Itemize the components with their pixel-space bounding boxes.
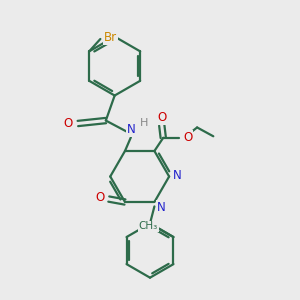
Text: N: N xyxy=(173,169,182,182)
Text: O: O xyxy=(157,111,167,124)
Text: CH₃: CH₃ xyxy=(139,221,158,231)
Text: O: O xyxy=(183,131,192,144)
Text: N: N xyxy=(127,123,135,136)
Text: O: O xyxy=(64,117,73,130)
Text: H: H xyxy=(140,118,148,128)
Text: Br: Br xyxy=(104,31,117,44)
Text: N: N xyxy=(157,201,165,214)
Text: O: O xyxy=(95,191,105,204)
